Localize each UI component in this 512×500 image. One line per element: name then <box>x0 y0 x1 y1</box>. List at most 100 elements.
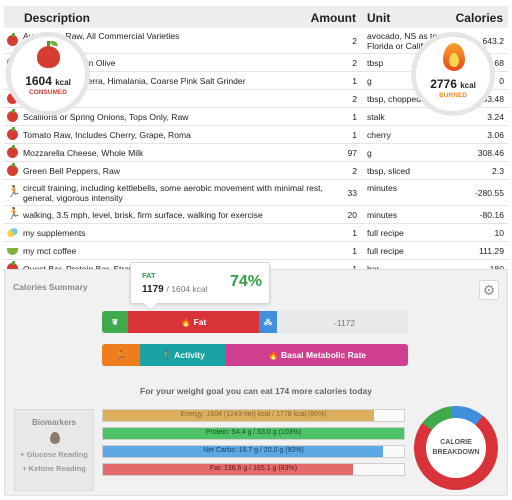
bmr-segment[interactable]: 🔥 Basal Metabolic Rate <box>226 344 408 366</box>
row-unit: minutes <box>367 210 398 220</box>
table-row[interactable]: Mozzarella Cheese, Whole Milk 97 g 308.46 <box>4 144 508 162</box>
calorie-breakdown-donut[interactable]: CALORIE BREAKDOWN <box>414 406 498 490</box>
row-amount[interactable]: 1 <box>352 246 357 256</box>
tooltip-percent: 74% <box>229 273 262 290</box>
header-amount[interactable]: Amount <box>310 11 356 25</box>
remaining-calories: -1172 <box>334 318 356 328</box>
fat-segment[interactable]: 🔥 Fat <box>128 311 259 333</box>
row-amount[interactable]: 1 <box>352 76 357 86</box>
row-unit: minutes <box>367 183 398 193</box>
fat-segment-label: Fat <box>193 317 207 327</box>
grain-icon: ⁂ <box>263 317 273 327</box>
row-amount[interactable]: 1 <box>352 228 357 238</box>
energy-target-bar[interactable]: Energy: 1604 (1243 net) kcal / 1778 kcal… <box>102 409 405 422</box>
table-row[interactable]: my mct coffee 1 full recipe 111.29 <box>4 242 508 260</box>
row-calories: 643.2 <box>482 36 504 46</box>
row-unit: full recipe <box>367 228 404 238</box>
fat-text: Fat: 136.6 g / 165.1 g (83%) <box>209 465 298 472</box>
donut-label-line1: CALORIE <box>440 439 472 446</box>
row-description[interactable]: Tomato Raw, Includes Cherry, Grape, Roma <box>23 130 191 140</box>
row-unit: tbsp, sliced <box>367 166 410 176</box>
add-glucose-link[interactable]: + Glucose Reading <box>20 450 88 459</box>
flame-icon: 🔥 <box>268 350 279 360</box>
activity-label: Activity <box>174 350 205 360</box>
table-row[interactable]: Green Bell Peppers, Raw 2 tbsp, sliced 2.3 <box>4 162 508 180</box>
add-ketone-link[interactable]: + Ketone Reading <box>22 464 86 473</box>
burned-breakdown-bar: 🏃 🚶 Activity 🔥 Basal Metabolic Rate <box>102 344 408 366</box>
row-description[interactable]: Brandstorm, Natierra, Himalania, Coarse … <box>23 76 246 86</box>
apple-icon <box>7 33 18 46</box>
row-description[interactable]: my supplements <box>23 228 86 238</box>
row-amount[interactable]: 2 <box>352 166 357 176</box>
table-row[interactable]: my supplements 1 full recipe 10 <box>4 224 508 242</box>
activity-segment[interactable]: 🚶 Activity <box>140 344 226 366</box>
exercise-segment[interactable]: 🏃 <box>102 344 140 366</box>
apple-icon <box>7 261 18 274</box>
runner-icon: 🏃 <box>7 208 21 220</box>
row-calories: 3.24 <box>487 112 504 122</box>
row-amount[interactable]: 2 <box>352 58 357 68</box>
fat-fill <box>103 464 353 475</box>
row-unit: avocado, NS as to Florida or California <box>367 31 442 51</box>
donut-center: CALORIE BREAKDOWN <box>426 418 486 478</box>
apple-icon <box>7 109 18 122</box>
row-description[interactable]: circuit training, including kettlebells,… <box>23 183 323 203</box>
runner-icon: 🏃 <box>7 186 21 198</box>
protein-text: Protein: 54.4 g / 53.0 g (103%) <box>205 429 302 436</box>
table-row[interactable]: Avocados, Raw, All Commercial Varieties 2… <box>4 28 508 54</box>
row-unit: tbsp, chopped <box>367 94 421 104</box>
bmr-label: Basal Metabolic Rate <box>280 350 366 360</box>
row-calories: 103.48 <box>477 94 504 104</box>
table-row[interactable]: Scallions or Spring Onions, Tops Only, R… <box>4 108 508 126</box>
carbs-segment[interactable]: ⁂ <box>259 311 277 333</box>
row-unit: stalk <box>367 112 385 122</box>
protein-target-bar[interactable]: Protein: 54.4 g / 53.0 g (103%) <box>102 427 405 440</box>
consumed-label: CONSUMED <box>29 89 67 96</box>
header-unit[interactable]: Unit <box>367 11 391 25</box>
row-calories: 111.29 <box>478 246 504 256</box>
table-row[interactable]: 🏃 circuit training, including kettlebells… <box>4 180 508 206</box>
food-diary-table: Description Amount Unit Calories Avocado… <box>4 6 508 278</box>
goal-message: For your weight goal you can eat 174 mor… <box>140 386 372 396</box>
table-row[interactable]: 🏃 walking, 3.5 mph, level, brisk, firm su… <box>4 206 508 224</box>
biomarkers-box: Biomarkers + Glucose Reading + Ketone Re… <box>14 409 94 491</box>
row-amount[interactable]: 1 <box>352 112 357 122</box>
row-amount[interactable]: 2 <box>352 36 357 46</box>
table-header: Description Amount Unit Calories <box>4 6 508 28</box>
table-row[interactable]: Tomato Raw, Includes Cherry, Grape, Roma… <box>4 126 508 144</box>
row-description[interactable]: my mct coffee <box>23 246 77 256</box>
row-unit: g <box>367 148 372 158</box>
protein-segment[interactable]: ❦ <box>102 311 128 333</box>
consumed-circle[interactable]: 1604 kcal CONSUMED <box>6 32 90 116</box>
gear-icon[interactable]: ⚙ <box>479 280 499 300</box>
runner-icon: 🏃 <box>115 350 127 360</box>
row-description[interactable]: Scallions or Spring Onions, Tops Only, R… <box>23 112 189 122</box>
row-amount[interactable]: 2 <box>352 94 357 104</box>
consumed-breakdown-bar: ❦ 🔥 Fat ⁂ <box>102 311 408 333</box>
row-amount[interactable]: 20 <box>347 210 357 220</box>
row-unit: g <box>367 76 372 86</box>
flame-icon <box>443 43 465 71</box>
summary-title: Calories Summary <box>13 282 88 292</box>
header-calories[interactable]: Calories <box>455 11 503 25</box>
burned-circle[interactable]: 2776 kcal BURNED <box>411 32 495 116</box>
fat-target-bar[interactable]: Fat: 136.6 g / 165.1 g (83%) <box>102 463 405 476</box>
donut-label-line2: BREAKDOWN <box>432 449 480 456</box>
net-carbs-target-bar[interactable]: Net Carbs: 18.7 g / 20.0 g (93%) <box>102 445 405 458</box>
row-calories: 10 <box>494 228 504 238</box>
flame-icon: 🔥 <box>180 317 192 327</box>
person-icon: 🚶 <box>161 350 172 360</box>
row-calories: -80.16 <box>479 210 504 220</box>
row-amount[interactable]: 33 <box>347 188 357 198</box>
row-description[interactable]: walking, 3.5 mph, level, brisk, firm sur… <box>23 210 263 220</box>
row-amount[interactable]: 1 <box>352 130 357 140</box>
net-carbs-text: Net Carbs: 18.7 g / 20.0 g (93%) <box>203 447 304 454</box>
row-amount[interactable]: 97 <box>347 148 357 158</box>
row-description[interactable]: Mozzarella Cheese, Whole Milk <box>23 148 144 158</box>
header-description[interactable]: Description <box>24 11 91 25</box>
row-description[interactable]: Green Bell Peppers, Raw <box>23 166 120 176</box>
biomarkers-title: Biomarkers <box>31 418 77 427</box>
apple-icon <box>7 145 18 158</box>
row-description[interactable]: Avocados, Raw, All Commercial Varieties <box>23 31 180 41</box>
consumed-value: 1604 kcal <box>25 74 71 88</box>
